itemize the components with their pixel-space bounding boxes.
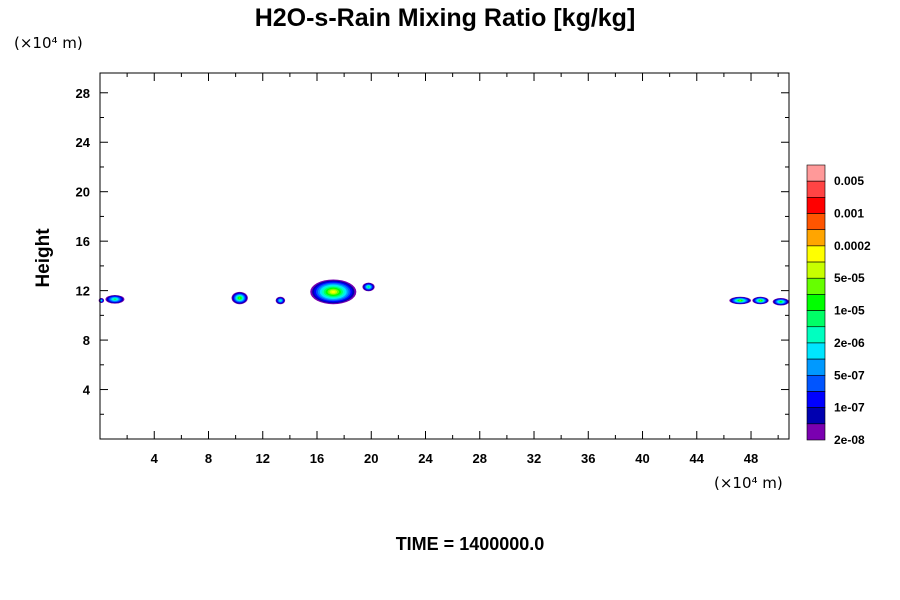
rain-feature xyxy=(105,294,125,304)
colorbar-swatch xyxy=(806,164,826,182)
colorbar-swatch xyxy=(806,197,826,214)
colorbar-label: 0.001 xyxy=(834,207,864,221)
y-axis: 4 8 12 16 20 24 28 xyxy=(76,86,789,415)
colorbar-label: 2e-08 xyxy=(834,433,865,447)
colorbar-label: 5e-05 xyxy=(834,271,865,285)
x-tick-label: 4 xyxy=(151,451,159,466)
colorbar-label: 0.005 xyxy=(834,174,864,188)
colorbar-swatch xyxy=(806,310,826,328)
colorbar-swatch xyxy=(806,213,826,231)
rain-feature xyxy=(310,279,357,305)
rain-contour xyxy=(739,299,742,302)
x-tick-label: 8 xyxy=(205,451,212,466)
colorbar-label: 2e-06 xyxy=(834,336,865,350)
rain-contour xyxy=(238,297,241,299)
y-tick-label: 12 xyxy=(76,284,90,299)
rain-feature xyxy=(752,296,769,305)
rain-feature xyxy=(275,296,286,305)
x-tick-label: 32 xyxy=(527,451,541,466)
colorbar-label: 0.0002 xyxy=(834,239,871,253)
rain-contour xyxy=(331,290,336,293)
colorbar-swatch xyxy=(806,407,826,425)
rain-feature xyxy=(231,291,248,305)
colorbar-swatch xyxy=(806,391,826,408)
time-label: TIME = 1400000.0 xyxy=(396,534,545,554)
colorbar-swatch xyxy=(806,423,826,441)
y-tick-label: 16 xyxy=(76,234,90,249)
rain-features xyxy=(98,279,789,306)
colorbar-swatch xyxy=(806,229,826,247)
y-axis-label: Height xyxy=(33,228,54,288)
x-tick-label: 28 xyxy=(473,451,487,466)
rain-contour xyxy=(759,299,762,302)
colorbar-swatch xyxy=(806,245,826,263)
x-tick-label: 40 xyxy=(635,451,649,466)
colorbar-swatch xyxy=(806,326,826,344)
rain-contour xyxy=(113,298,117,301)
colorbar-label: 1e-07 xyxy=(834,401,865,415)
x-tick-label: 12 xyxy=(256,451,270,466)
y-tick-label: 20 xyxy=(76,185,90,200)
y-axis-unit: (×10⁴ m) xyxy=(14,34,83,52)
x-tick-label: 44 xyxy=(690,451,705,466)
y-tick-label: 8 xyxy=(83,333,90,348)
colorbar-swatch xyxy=(806,374,826,392)
y-tick-label: 24 xyxy=(76,135,91,150)
rain-contour xyxy=(367,286,370,288)
y-tick-label: 4 xyxy=(83,383,91,398)
rain-feature xyxy=(98,298,105,303)
rain-feature xyxy=(362,282,375,292)
chart-title: H2O-s-Rain Mixing Ratio [kg/kg] xyxy=(255,4,636,32)
colorbar-swatch xyxy=(806,342,826,360)
colorbar: 0.005 0.001 0.0002 5e-05 1e-05 2e-06 5e-07 1e-0… xyxy=(806,164,871,447)
x-tick-label: 48 xyxy=(744,451,758,466)
colorbar-label: 5e-07 xyxy=(834,368,865,382)
rain-contour xyxy=(100,299,103,302)
x-axis: 4 8 12 16 20 24 28 32 36 40 44 48 xyxy=(126,73,779,466)
colorbar-label: 1e-05 xyxy=(834,304,865,318)
x-tick-label: 16 xyxy=(310,451,324,466)
rain-contour xyxy=(779,300,782,303)
x-tick-label: 36 xyxy=(581,451,595,466)
x-axis-unit: (×10⁴ m) xyxy=(714,474,783,492)
rain-contour xyxy=(279,299,282,302)
x-tick-label: 20 xyxy=(364,451,378,466)
y-tick-label: 28 xyxy=(76,86,90,101)
plot-frame xyxy=(99,72,790,440)
colorbar-swatch xyxy=(806,277,826,295)
colorbar-swatch xyxy=(806,180,826,198)
rain-feature xyxy=(729,296,752,305)
x-tick-label: 24 xyxy=(418,451,433,466)
rain-feature xyxy=(772,298,789,306)
colorbar-swatch xyxy=(806,261,826,279)
colorbar-swatch xyxy=(806,294,826,311)
colorbar-swatch xyxy=(806,358,826,376)
